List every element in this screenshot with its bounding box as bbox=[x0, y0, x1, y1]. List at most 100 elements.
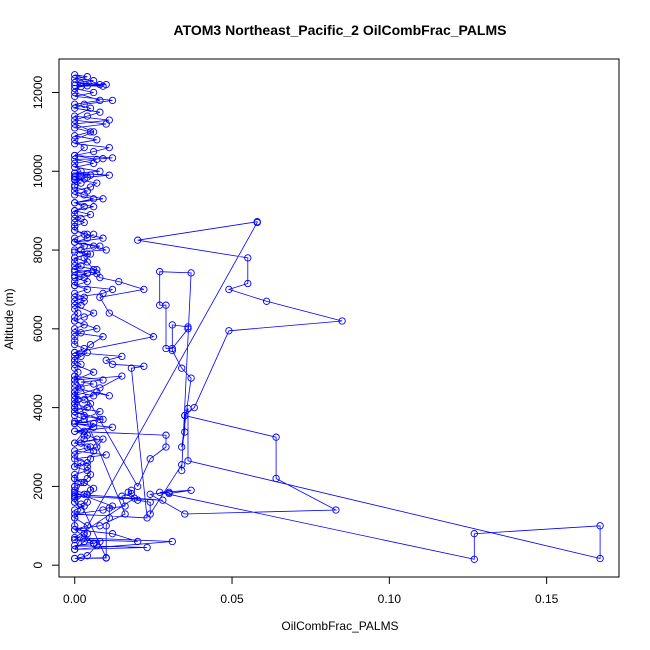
data-point bbox=[80, 293, 88, 301]
data-point bbox=[71, 120, 79, 128]
x-axis: 0.00 0.05 0.10 0.15 bbox=[63, 576, 559, 606]
data-point bbox=[105, 309, 113, 317]
data-point bbox=[71, 277, 79, 286]
data-point bbox=[184, 457, 192, 465]
data-point bbox=[156, 301, 164, 309]
data-point bbox=[96, 167, 104, 175]
data-point bbox=[83, 552, 91, 560]
data-point bbox=[80, 490, 88, 498]
data-point bbox=[71, 254, 79, 262]
data-point bbox=[108, 154, 117, 162]
data-point bbox=[71, 337, 79, 345]
data-point bbox=[181, 510, 189, 518]
data-point bbox=[71, 112, 79, 120]
data-point bbox=[89, 447, 98, 455]
data-point bbox=[89, 423, 98, 431]
data-point bbox=[80, 254, 88, 262]
data-point bbox=[71, 486, 79, 494]
data-point bbox=[89, 380, 98, 388]
data-point bbox=[77, 79, 85, 88]
data-point bbox=[71, 207, 79, 215]
data-point bbox=[83, 73, 91, 81]
data-point bbox=[71, 522, 79, 530]
data-point bbox=[71, 104, 79, 112]
data-point bbox=[86, 470, 95, 479]
data-point bbox=[134, 482, 142, 491]
data-point bbox=[187, 269, 195, 277]
data-point bbox=[71, 181, 79, 189]
data-point bbox=[77, 179, 85, 187]
data-point bbox=[99, 82, 107, 90]
y-tick-label: 0 bbox=[31, 562, 45, 569]
y-tick-label: 10000 bbox=[31, 154, 45, 188]
data-point bbox=[89, 195, 98, 203]
data-point bbox=[71, 273, 79, 282]
y-tick-label: 4000 bbox=[31, 394, 45, 421]
data-point bbox=[130, 494, 139, 502]
data-point bbox=[181, 411, 189, 420]
data-point bbox=[71, 132, 79, 140]
data-point bbox=[165, 489, 173, 498]
y-tick-label: 2000 bbox=[31, 473, 45, 500]
data-point bbox=[71, 289, 79, 298]
data-point bbox=[89, 368, 98, 376]
data-point bbox=[71, 272, 79, 280]
data-point bbox=[184, 325, 192, 333]
data-point bbox=[146, 490, 154, 498]
data-point bbox=[115, 277, 123, 286]
data-point bbox=[143, 514, 151, 522]
data-point bbox=[332, 506, 340, 514]
data-point bbox=[143, 543, 151, 552]
y-tick-label: 6000 bbox=[31, 315, 45, 342]
data-point bbox=[71, 340, 79, 349]
data-point bbox=[96, 96, 104, 105]
data-point bbox=[71, 490, 79, 498]
data-point bbox=[71, 400, 79, 408]
data-point bbox=[89, 77, 98, 85]
data-point bbox=[83, 443, 91, 451]
y-tick-label: 12000 bbox=[31, 75, 45, 109]
data-point bbox=[99, 234, 107, 242]
y-tick-label: 8000 bbox=[31, 236, 45, 263]
data-point bbox=[96, 293, 104, 301]
data-point bbox=[77, 360, 85, 368]
data-point bbox=[80, 203, 88, 211]
data-point bbox=[596, 522, 604, 530]
data-point bbox=[71, 116, 79, 124]
data-point bbox=[80, 537, 88, 546]
data-point bbox=[77, 329, 85, 337]
data-point bbox=[168, 321, 176, 329]
data-point bbox=[71, 372, 79, 380]
data-point bbox=[71, 262, 79, 270]
data-point bbox=[71, 545, 79, 554]
y-axis: 0 2000 4000 6000 8000 10000 12000 bbox=[31, 75, 59, 569]
data-point bbox=[108, 502, 117, 510]
data-point bbox=[71, 155, 79, 164]
series-line-0 bbox=[73, 74, 601, 560]
data-point bbox=[96, 522, 104, 530]
data-point bbox=[102, 356, 110, 364]
data-point bbox=[71, 268, 79, 276]
data-point bbox=[86, 210, 95, 219]
data-point bbox=[89, 88, 98, 97]
x-tick-label: 0.05 bbox=[220, 592, 244, 606]
data-point bbox=[71, 388, 79, 396]
data-point bbox=[127, 364, 136, 372]
data-point bbox=[105, 514, 113, 522]
x-tick-label: 0.00 bbox=[63, 592, 87, 606]
data-point bbox=[118, 352, 126, 361]
data-point bbox=[71, 447, 79, 455]
data-point bbox=[71, 191, 79, 199]
data-point bbox=[134, 537, 142, 546]
data-point bbox=[86, 171, 95, 179]
data-point bbox=[80, 321, 88, 329]
data-point bbox=[71, 248, 79, 256]
data-point bbox=[71, 474, 79, 483]
data-point bbox=[86, 340, 95, 349]
data-point bbox=[108, 423, 117, 431]
data-point bbox=[80, 273, 88, 282]
data-point bbox=[99, 415, 107, 424]
data-point bbox=[89, 230, 98, 238]
data-point bbox=[71, 554, 79, 563]
data-point bbox=[99, 376, 107, 384]
